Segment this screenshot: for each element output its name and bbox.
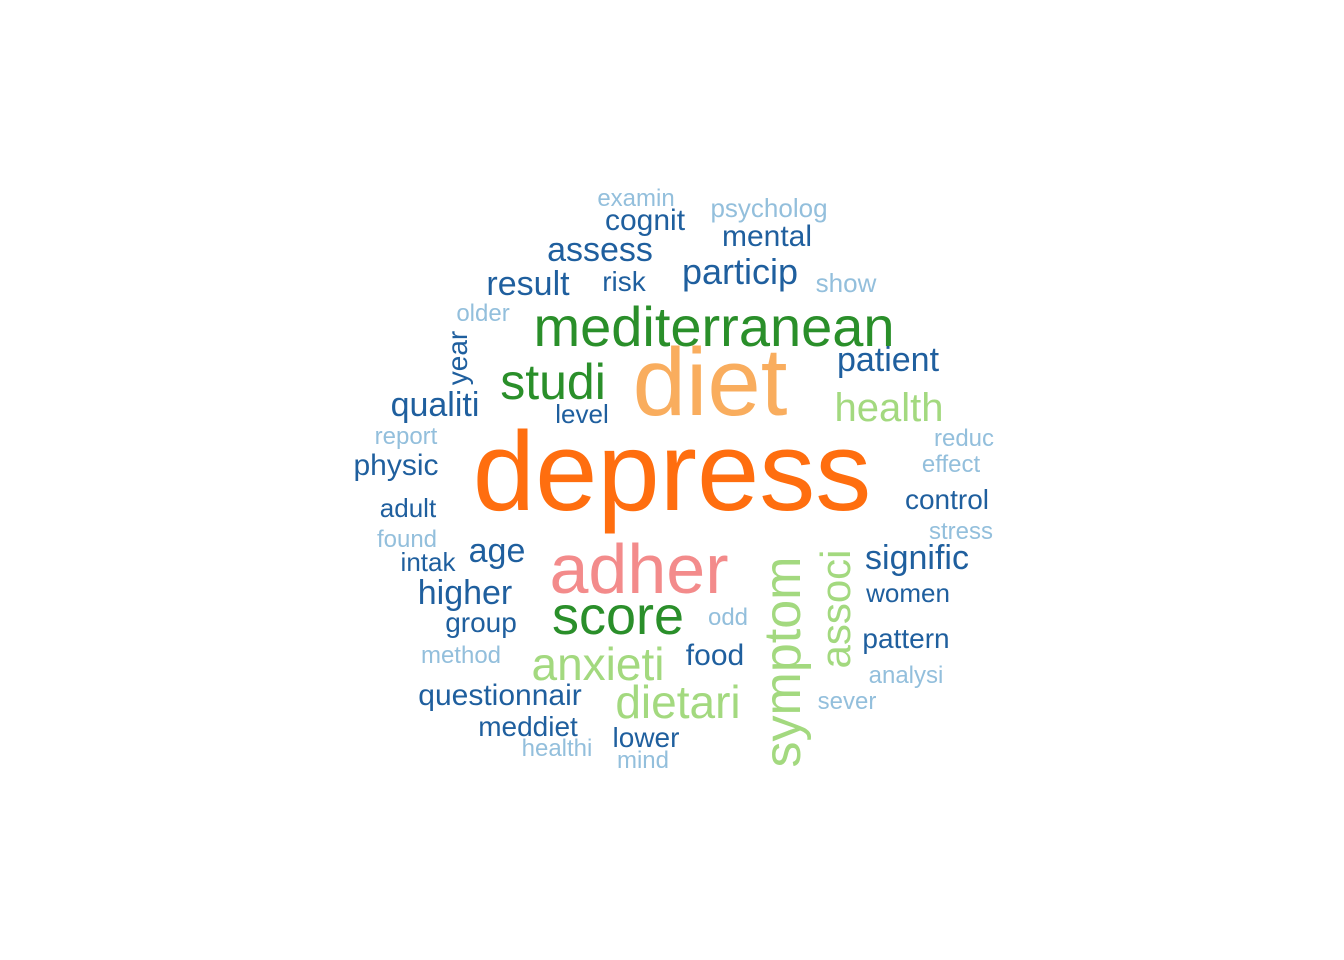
word-psycholog: psycholog <box>710 193 828 223</box>
word-report: report <box>374 423 438 450</box>
word-control: control <box>904 484 990 515</box>
word-mind: mind <box>616 747 670 774</box>
word-result: result <box>486 265 570 303</box>
word-reduc: reduc <box>933 425 995 452</box>
word-food: food <box>685 639 745 672</box>
word-odd: odd <box>707 604 749 631</box>
word-year: year <box>442 330 473 386</box>
word-examin: examin <box>597 185 675 212</box>
word-higher: higher <box>417 574 513 612</box>
word-questionnair: questionnair <box>418 679 582 712</box>
word-qualiti: qualiti <box>390 386 480 424</box>
word-effect: effect <box>921 451 981 478</box>
word-score: score <box>551 586 685 646</box>
word-adher: adher <box>549 530 729 608</box>
word-show: show <box>815 268 877 298</box>
word-particip: particip <box>681 251 799 292</box>
word-stress: stress <box>928 518 994 545</box>
word-women: women <box>866 578 950 608</box>
word-associ: associ <box>812 549 859 669</box>
word-found: found <box>376 526 438 553</box>
word-symptom: symptom <box>754 556 812 768</box>
word-group: group <box>445 607 517 638</box>
word-diet: diet <box>632 329 788 436</box>
word-studi: studi <box>500 354 606 410</box>
word-anxieti: anxieti <box>531 638 665 690</box>
word-mediterranean: mediterranean <box>533 295 895 358</box>
word-healthi: healthi <box>521 735 593 762</box>
word-level: level <box>555 399 609 429</box>
word-patient: patient <box>836 341 940 379</box>
word-mental: mental <box>721 220 813 253</box>
word-cognit: cognit <box>604 204 686 237</box>
word-age: age <box>468 532 526 570</box>
word-depress: depress <box>472 409 872 534</box>
word-method: method <box>420 642 502 669</box>
word-analysi: analysi <box>868 662 944 689</box>
word-meddiet: meddiet <box>478 711 578 742</box>
word-dietari: dietari <box>615 676 741 728</box>
word-sever: sever <box>817 688 877 715</box>
word-health: health <box>834 386 944 430</box>
word-assess: assess <box>547 231 653 269</box>
word-intak: intak <box>400 547 456 577</box>
word-physic: physic <box>353 449 439 482</box>
word-risk: risk <box>602 266 646 297</box>
word-pattern: pattern <box>862 623 950 654</box>
word-adult: adult <box>379 493 437 523</box>
word-lower: lower <box>612 722 680 753</box>
word-older: older <box>456 300 510 327</box>
word-signific: signific <box>865 539 969 577</box>
